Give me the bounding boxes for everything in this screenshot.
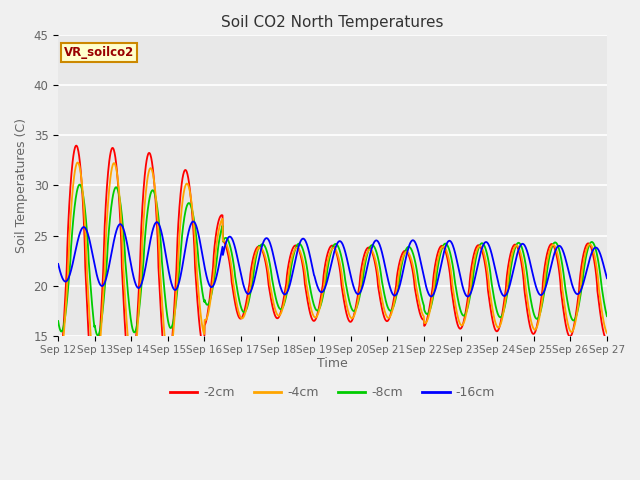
Y-axis label: Soil Temperatures (C): Soil Temperatures (C) — [15, 118, 28, 253]
Title: Soil CO2 North Temperatures: Soil CO2 North Temperatures — [221, 15, 444, 30]
Legend: -2cm, -4cm, -8cm, -16cm: -2cm, -4cm, -8cm, -16cm — [165, 382, 500, 405]
Text: VR_soilco2: VR_soilco2 — [63, 47, 134, 60]
X-axis label: Time: Time — [317, 357, 348, 370]
